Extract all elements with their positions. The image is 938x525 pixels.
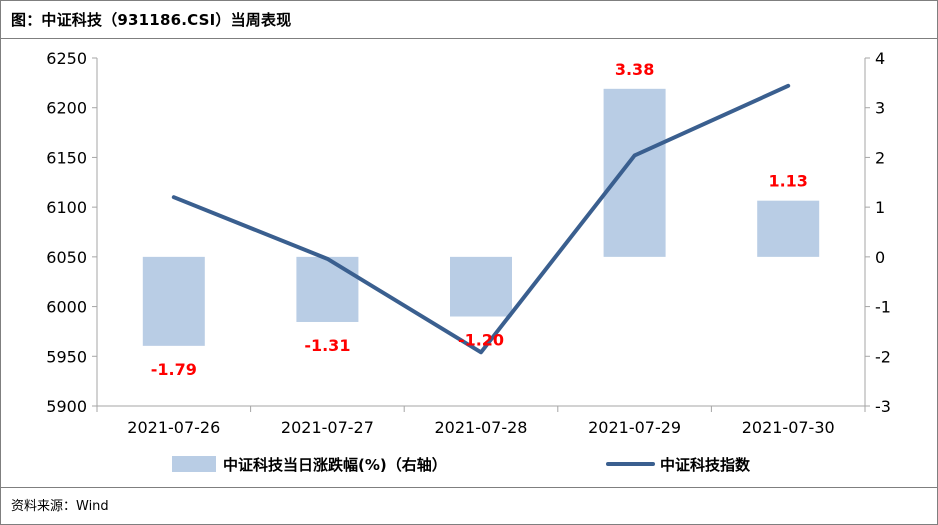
bar-data-label: -1.31 xyxy=(304,336,350,355)
left-axis-tick-label: 5950 xyxy=(46,347,87,366)
right-axis-tick-label: 4 xyxy=(875,49,885,68)
left-axis-tick-label: 6150 xyxy=(46,148,87,167)
left-axis-tick-label: 6000 xyxy=(46,298,87,317)
right-axis-tick-label: 1 xyxy=(875,198,885,217)
left-axis-tick-label: 6250 xyxy=(46,49,87,68)
left-axis-tick-label: 5900 xyxy=(46,397,87,416)
right-axis-tick-label: 3 xyxy=(875,99,885,118)
x-axis-tick-label: 2021-07-30 xyxy=(742,418,835,437)
left-axis-tick-label: 6200 xyxy=(46,99,87,118)
bar xyxy=(757,200,820,257)
right-axis-tick-label: -2 xyxy=(875,347,891,366)
right-axis-tick-label: 2 xyxy=(875,148,885,167)
right-axis-tick-label: 0 xyxy=(875,248,885,267)
right-axis-tick-label: -1 xyxy=(875,298,891,317)
source-divider xyxy=(1,487,937,488)
legend-bar-swatch xyxy=(172,456,216,472)
bar-data-label: 3.38 xyxy=(615,60,654,79)
left-axis-tick-label: 6050 xyxy=(46,248,87,267)
right-axis-tick-label: -3 xyxy=(875,397,891,416)
title-divider xyxy=(1,38,937,39)
bar xyxy=(142,256,205,346)
bar xyxy=(296,256,359,322)
x-axis-tick-label: 2021-07-26 xyxy=(127,418,220,437)
bar-data-label: 1.13 xyxy=(768,172,807,191)
bar xyxy=(603,88,666,257)
chart-title: 图：中证科技（931186.CSI）当周表现 xyxy=(11,11,292,29)
bar-data-label: -1.79 xyxy=(151,360,197,379)
bar xyxy=(450,256,512,317)
legend-line-label: 中证科技指数 xyxy=(660,456,751,474)
bar-data-label: -1.20 xyxy=(458,331,504,350)
source-note: 资料来源：Wind xyxy=(11,499,109,514)
x-axis-tick-label: 2021-07-27 xyxy=(281,418,374,437)
combo-chart: 5900 5950 6000 6050 6100 6150 6200 6250 -3 -2 -1 0 1… xyxy=(46,49,891,474)
x-axis-tick-label: 2021-07-28 xyxy=(435,418,528,437)
legend-bar-label: 中证科技当日涨跌幅(%)（右轴） xyxy=(223,456,447,474)
left-axis-tick-label: 6100 xyxy=(46,198,87,217)
x-axis-tick-label: 2021-07-29 xyxy=(588,418,681,437)
